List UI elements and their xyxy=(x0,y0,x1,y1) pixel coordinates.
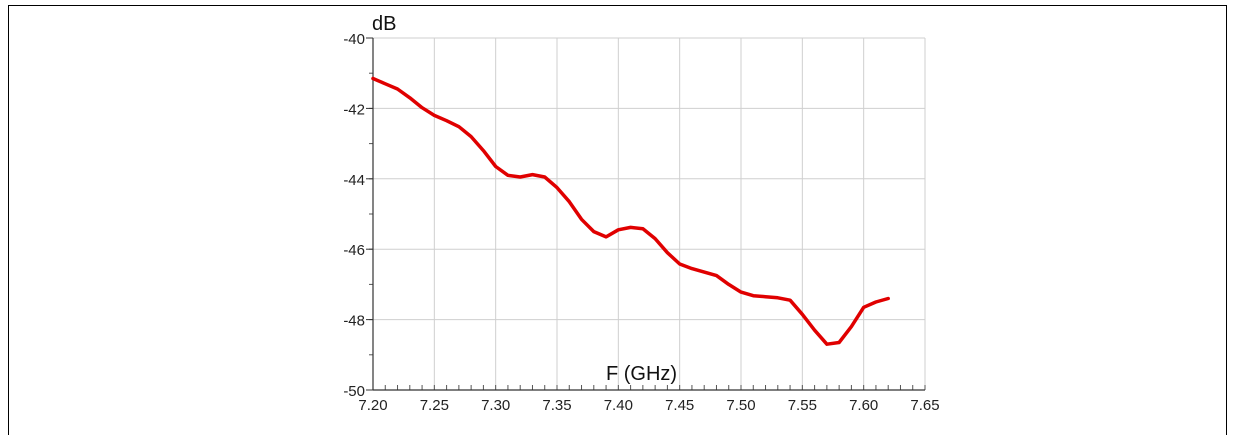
x-tick-label: 7.40 xyxy=(604,397,633,414)
x-minor-ticks xyxy=(372,385,926,390)
x-tick-label: 7.25 xyxy=(420,397,449,414)
x-tick-label: 7.60 xyxy=(849,397,878,414)
x-tick-label: 7.20 xyxy=(358,397,387,414)
y-tick-label: -46 xyxy=(343,242,365,259)
x-tick-label: 7.45 xyxy=(665,397,694,414)
x-tick-labels: 7.20 7.25 7.30 7.35 7.40 7.45 7.50 7.55 7.60 7.65 xyxy=(358,397,939,414)
x-tick-label: 7.50 xyxy=(726,397,755,414)
y-tick-label: -40 xyxy=(343,31,365,48)
y-tick-label: -44 xyxy=(343,172,365,189)
figure-frame xyxy=(8,5,1227,435)
y-axis-title: dB xyxy=(372,13,396,35)
y-tick-label: -48 xyxy=(343,313,365,330)
x-tick-label: 7.30 xyxy=(481,397,510,414)
y-tick-labels: -40 -42 -44 -46 -48 -50 xyxy=(343,31,365,400)
axes xyxy=(366,37,925,391)
y-tick-label: -50 xyxy=(343,383,365,400)
x-tick-label: 7.55 xyxy=(788,397,817,414)
grid xyxy=(373,37,926,390)
x-axis-title: F (GHz) xyxy=(606,363,677,385)
series-line xyxy=(371,76,890,346)
x-tick-label: 7.35 xyxy=(542,397,571,414)
x-tick-label: 7.65 xyxy=(910,397,939,414)
y-tick-label: -42 xyxy=(343,101,365,118)
